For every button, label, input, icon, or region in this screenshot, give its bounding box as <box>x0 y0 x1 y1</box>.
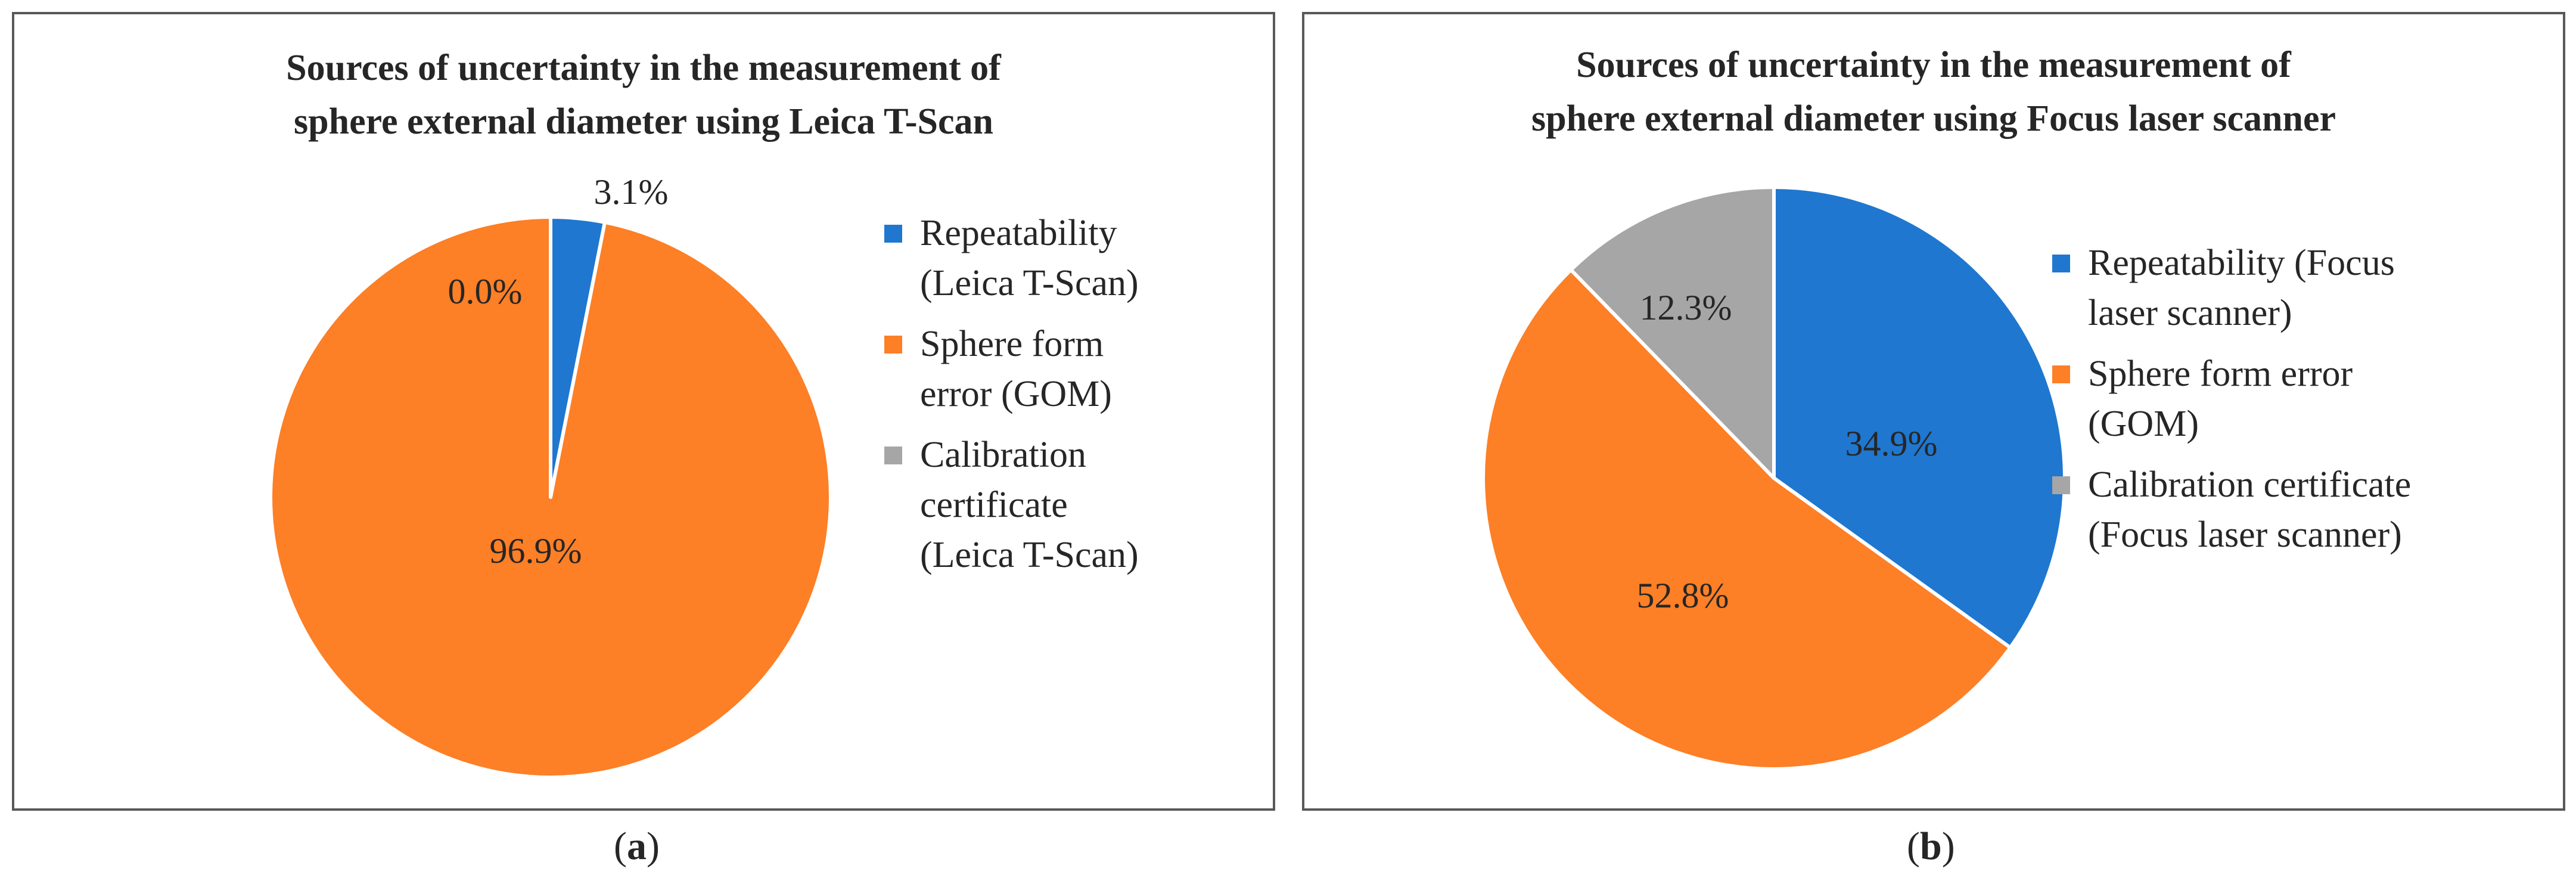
pie-chart-a: 3.1% 96.9% 0.0% <box>269 172 833 779</box>
legend-item-calibration-certificate: Calibration certificate (Focus laser sca… <box>2052 460 2411 560</box>
legend-text: Calibration certificate <box>2088 464 2412 505</box>
pie-slice <box>1481 268 2012 771</box>
chart-title: Sources of uncertainty in the measuremen… <box>1304 38 2563 145</box>
chart-title-line-1: Sources of uncertainty in the measuremen… <box>286 48 1001 88</box>
caption-open: ( <box>1907 824 1920 868</box>
legend-text: Repeatability <box>920 213 1117 253</box>
data-label: 96.9% <box>490 531 582 571</box>
chart-title-line-2: sphere external diameter using Leica T-S… <box>294 101 993 142</box>
pie-slice <box>1569 185 1776 480</box>
data-label: 34.9% <box>1845 424 1938 463</box>
data-label: 12.3% <box>1640 288 1732 327</box>
caption-letter: a <box>626 824 647 868</box>
pie-chart-b: 34.9% 52.8% 12.3% <box>1481 185 2067 771</box>
chart-title-line-2: sphere external diameter using Focus las… <box>1531 98 2336 139</box>
legend-text: (Focus laser scanner) <box>2088 514 2402 555</box>
legend-text: certificate <box>920 485 1068 525</box>
pie-slice <box>269 215 833 779</box>
chart-panel-a: Sources of uncertainty in the measuremen… <box>12 12 1275 811</box>
legend-item-sphere-form-error: Sphere form error (GOM) <box>884 319 1139 419</box>
legend-text: Repeatability (Focus <box>2088 243 2395 283</box>
legend-swatch <box>884 225 902 243</box>
legend-swatch <box>2052 365 2070 383</box>
legend-text: (Leica T-Scan) <box>920 535 1139 575</box>
legend-item-calibration-certificate: Calibration certificate (Leica T-Scan) <box>884 430 1139 580</box>
data-label: 0.0% <box>448 272 523 311</box>
legend-text: (Leica T-Scan) <box>920 263 1139 303</box>
chart-panel-b: Sources of uncertainty in the measuremen… <box>1302 12 2565 811</box>
caption-b: (b) <box>1907 820 1955 873</box>
chart-title-line-1: Sources of uncertainty in the measuremen… <box>1576 45 2291 85</box>
legend-text: laser scanner) <box>2088 293 2292 333</box>
caption-close: ) <box>646 824 660 868</box>
legend-text: error (GOM) <box>920 374 1112 414</box>
legend-item-repeatability: Repeatability (Focus laser scanner) <box>2052 238 2411 338</box>
legend-swatch <box>884 447 902 464</box>
legend-swatch <box>2052 476 2070 494</box>
chart-legend: Repeatability (Leica T-Scan) Sphere form… <box>884 208 1139 580</box>
caption-a: (a) <box>614 820 660 873</box>
legend-text: Sphere form error <box>2088 354 2353 394</box>
chart-legend: Repeatability (Focus laser scanner) Sphe… <box>2052 238 2411 560</box>
caption-letter: b <box>1919 824 1942 868</box>
caption-close: ) <box>1941 824 1955 868</box>
data-label: 3.1% <box>594 172 669 212</box>
legend-item-sphere-form-error: Sphere form error (GOM) <box>2052 349 2411 449</box>
caption-open: ( <box>614 824 627 868</box>
legend-text: (GOM) <box>2088 404 2199 444</box>
legend-swatch <box>2052 255 2070 272</box>
data-label: 52.8% <box>1637 576 1729 615</box>
legend-swatch <box>884 336 902 354</box>
chart-title: Sources of uncertainty in the measuremen… <box>14 41 1273 148</box>
legend-item-repeatability: Repeatability (Leica T-Scan) <box>884 208 1139 308</box>
legend-text: Calibration <box>920 435 1086 475</box>
pie-slice <box>1772 185 2067 650</box>
legend-text: Sphere form <box>920 324 1104 364</box>
